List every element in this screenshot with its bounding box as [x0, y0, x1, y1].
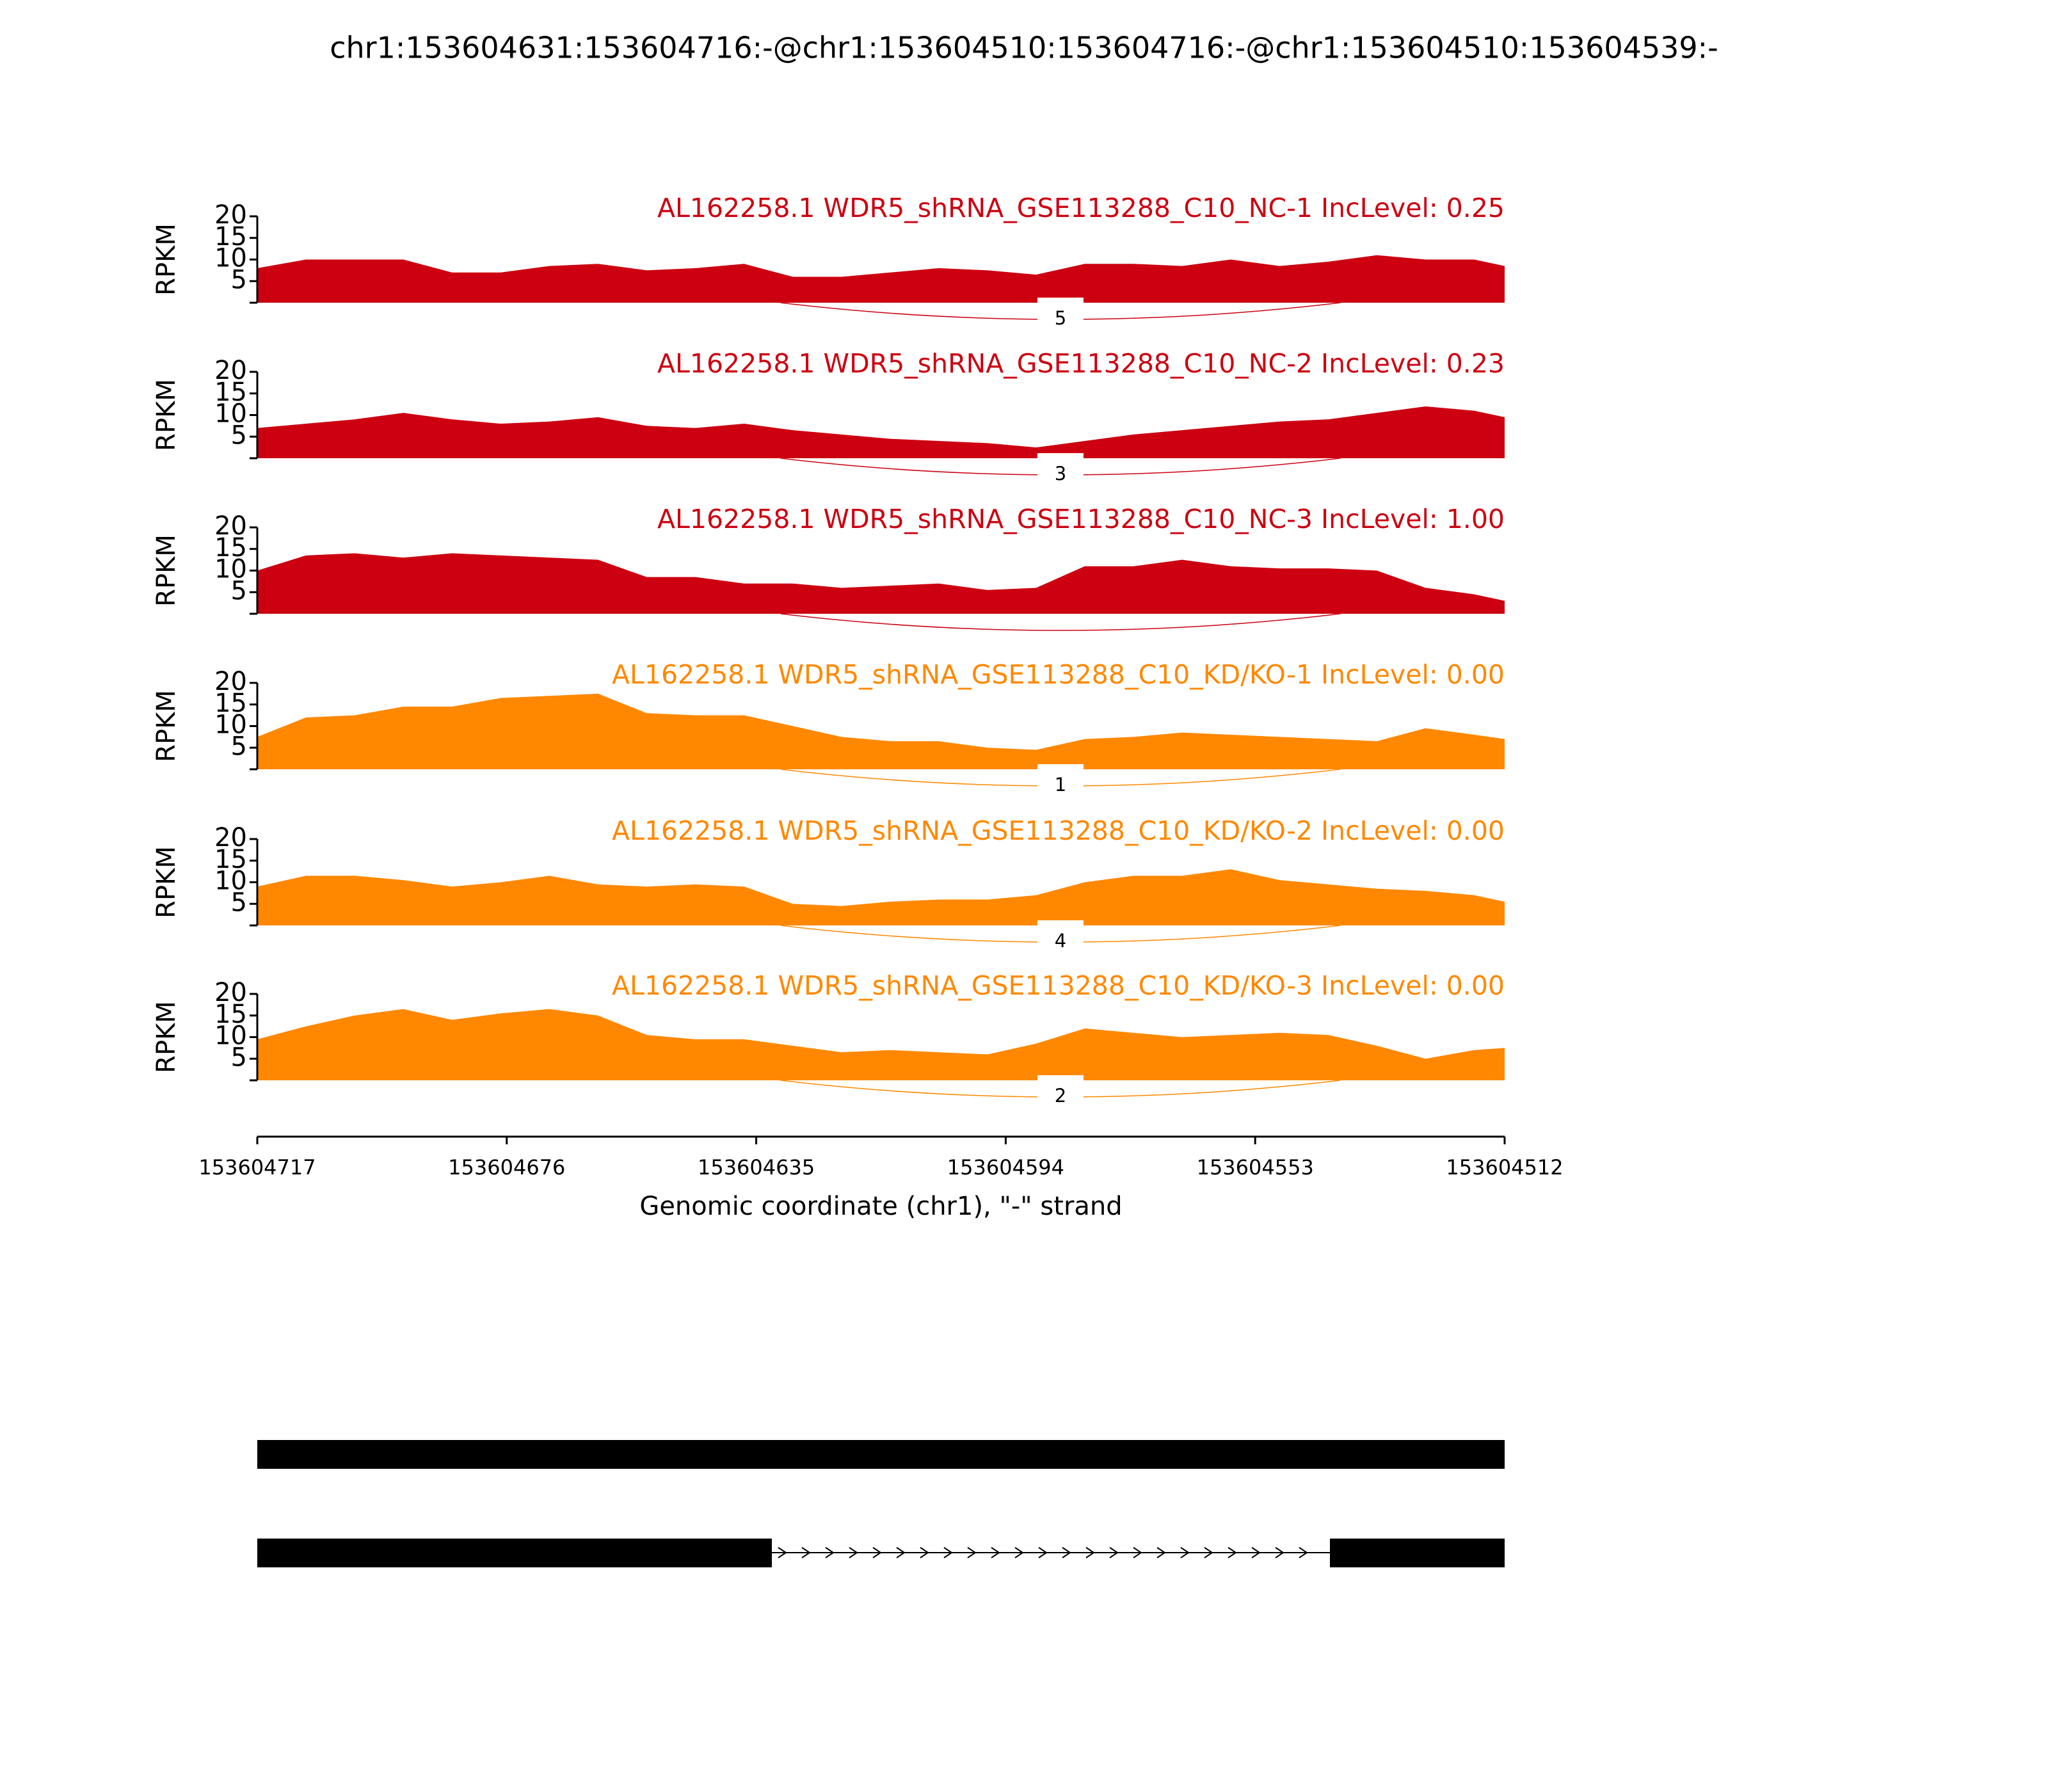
x-tick-label: 153604553 — [1197, 1155, 1314, 1180]
y-tick-label: 5 — [231, 576, 247, 605]
y-tick-label: 10 — [214, 244, 247, 273]
y-tick-label: 15 — [214, 689, 247, 718]
y-tick-label: 15 — [214, 222, 247, 252]
chevron — [1109, 1547, 1119, 1558]
junction-count: 4 — [1055, 930, 1066, 952]
coverage-area — [257, 693, 1505, 769]
junction-label-box — [1037, 920, 1084, 948]
y-tick-label: 20 — [214, 978, 247, 1007]
junction-arc — [780, 613, 1341, 631]
chevron — [1228, 1547, 1237, 1558]
y-tick-label: 5 — [231, 1043, 247, 1072]
track-title: AL162258.1 WDR5_shRNA_GSE113288_C10_NC-2… — [657, 348, 1505, 379]
intron-arrows — [778, 1547, 1308, 1558]
y-tick-label: 5 — [231, 888, 247, 917]
track-title: AL162258.1 WDR5_shRNA_GSE113288_C10_KD/K… — [612, 659, 1505, 690]
chevron — [849, 1547, 858, 1558]
exon — [257, 1539, 772, 1567]
chevron — [1133, 1547, 1142, 1558]
coverage-area — [257, 869, 1505, 925]
x-tick-label: 153604594 — [947, 1155, 1064, 1180]
track-title: AL162258.1 WDR5_shRNA_GSE113288_C10_KD/K… — [612, 815, 1505, 846]
y-tick-label: 15 — [214, 1000, 247, 1029]
junction-count: 5 — [1055, 307, 1066, 329]
chevron — [872, 1547, 882, 1558]
y-axis-label: RPKM — [152, 1001, 181, 1073]
y-tick-label: 5 — [231, 732, 247, 761]
junction-count: 3 — [1055, 463, 1066, 484]
exon — [1330, 1539, 1505, 1567]
x-tick-label: 153604717 — [198, 1155, 316, 1180]
chevron — [920, 1547, 929, 1558]
y-axis-label: RPKM — [152, 846, 181, 918]
x-tick-label: 153604635 — [698, 1155, 815, 1180]
chevron — [1275, 1547, 1284, 1558]
chevron — [1299, 1547, 1308, 1558]
x-tick-label: 153604676 — [448, 1155, 565, 1180]
coverage-area — [257, 553, 1505, 614]
y-tick-label: 10 — [214, 555, 247, 584]
chevron — [1062, 1547, 1071, 1558]
chevron — [967, 1547, 977, 1558]
y-tick-label: 10 — [214, 710, 247, 740]
junction-label-box — [1037, 453, 1084, 481]
junction-label-box — [1037, 1075, 1084, 1103]
coverage-area — [257, 255, 1505, 303]
y-tick-label: 5 — [231, 265, 247, 294]
chevron — [1038, 1547, 1048, 1558]
y-axis-label: RPKM — [152, 379, 181, 451]
y-tick-label: 20 — [214, 823, 247, 852]
y-tick-label: 20 — [214, 667, 247, 696]
gene-model — [257, 1440, 1505, 1567]
chevron — [825, 1547, 835, 1558]
chevron — [1251, 1547, 1261, 1558]
chevron — [801, 1547, 811, 1558]
junction-label-box — [1037, 764, 1084, 792]
y-axis-label: RPKM — [152, 690, 181, 762]
y-tick-label: 20 — [214, 511, 247, 541]
y-axis-label: RPKM — [152, 223, 181, 296]
y-tick-label: 20 — [214, 356, 247, 385]
y-axis-label: RPKM — [152, 534, 181, 607]
chevron — [896, 1547, 906, 1558]
chevron — [991, 1547, 1000, 1558]
chevron — [1085, 1547, 1095, 1558]
x-tick-label: 153604512 — [1446, 1155, 1563, 1180]
chevron — [1014, 1547, 1024, 1558]
x-axis-label: Genomic coordinate (chr1), "-" strand — [639, 1192, 1122, 1221]
junction-count: 1 — [1055, 774, 1066, 796]
junction-count: 2 — [1055, 1085, 1066, 1107]
junction-label-box — [1037, 298, 1084, 326]
track-title: AL162258.1 WDR5_shRNA_GSE113288_C10_KD/K… — [612, 970, 1505, 1001]
y-tick-label: 15 — [214, 533, 247, 563]
y-tick-label: 5 — [231, 420, 247, 450]
y-tick-label: 15 — [214, 378, 247, 407]
coverage-area — [257, 406, 1505, 458]
y-tick-label: 10 — [214, 399, 247, 429]
y-tick-label: 20 — [214, 200, 247, 230]
chevron — [943, 1547, 953, 1558]
exon — [257, 1440, 1505, 1469]
figure-title: chr1:153604631:153604716:-@chr1:15360451… — [330, 31, 1718, 65]
chevron — [1156, 1547, 1166, 1558]
track-title: AL162258.1 WDR5_shRNA_GSE113288_C10_NC-3… — [657, 504, 1505, 534]
chevron — [1204, 1547, 1213, 1558]
chevron — [778, 1547, 787, 1558]
chevron — [1180, 1547, 1190, 1558]
track-title: AL162258.1 WDR5_shRNA_GSE113288_C10_NC-1… — [657, 193, 1505, 223]
y-tick-label: 10 — [214, 1021, 247, 1051]
y-tick-label: 15 — [214, 845, 247, 874]
coverage-area — [257, 1009, 1505, 1080]
y-tick-label: 10 — [214, 867, 247, 896]
